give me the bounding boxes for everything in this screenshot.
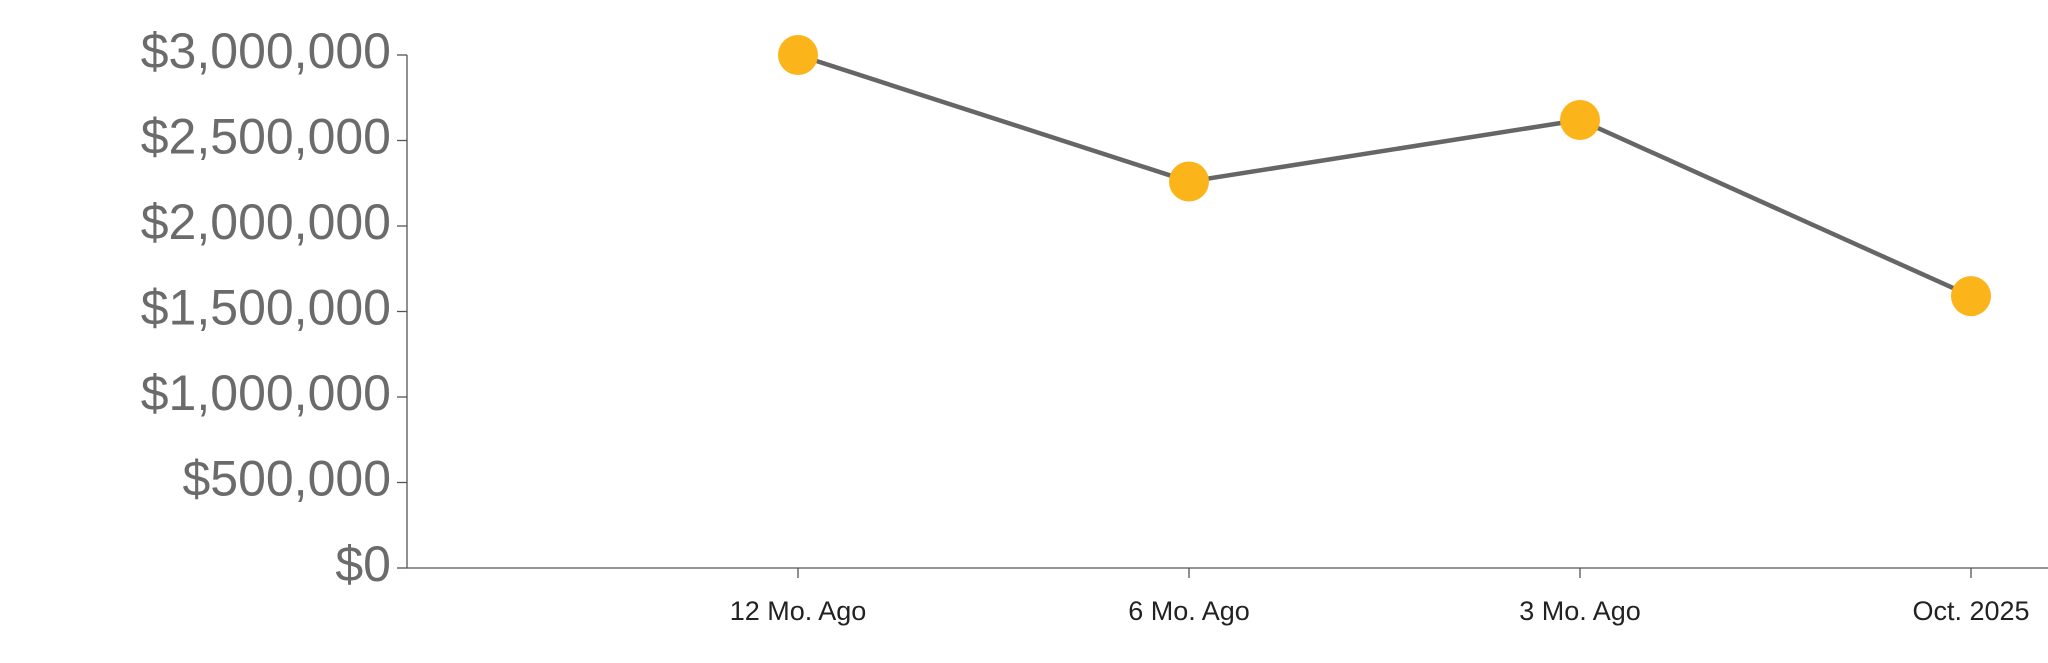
- x-tick-label: 6 Mo. Ago: [1128, 596, 1250, 626]
- point: [1560, 99, 1600, 140]
- x-tick-label: 12 Mo. Ago: [730, 596, 867, 626]
- y-tick-label: $500,000: [182, 451, 391, 507]
- y-tick-label: $1,500,000: [141, 280, 391, 336]
- y-tick-label: $2,000,000: [141, 194, 391, 250]
- point: [778, 35, 818, 75]
- y-tick-label: $1,000,000: [141, 365, 391, 421]
- x-tick-label: Oct. 2025: [1912, 596, 2029, 626]
- point: [1951, 276, 1991, 317]
- line: [797, 52, 1972, 299]
- y-tick-label: $3,000,000: [141, 23, 391, 79]
- y-tick-label: $2,500,000: [141, 109, 391, 165]
- point: [1169, 161, 1209, 202]
- x-tick-label: 3 Mo. Ago: [1519, 596, 1641, 626]
- y-tick-label: $0: [335, 536, 391, 592]
